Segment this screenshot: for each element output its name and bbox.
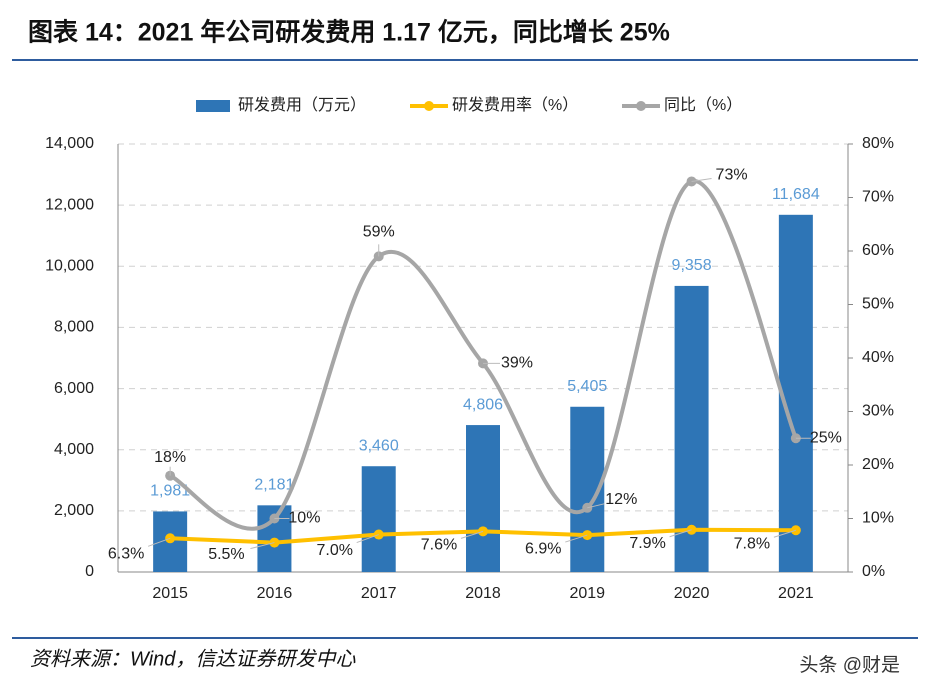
bar-value-label: 4,806 <box>463 396 503 413</box>
x-tick-label: 2019 <box>569 585 605 602</box>
y-tick-label: 10,000 <box>45 258 94 275</box>
line-value-label: 6.3% <box>108 546 144 563</box>
leader-line <box>773 529 797 538</box>
watermark: 头条 @财是 <box>799 654 900 676</box>
y-tick-label: 14,000 <box>45 135 94 152</box>
legend-label: 研发费用（万元） <box>238 96 366 114</box>
line-value-label: 7.6% <box>421 537 457 554</box>
x-tick-label: 2016 <box>257 585 293 602</box>
y2-tick-label: 10% <box>862 510 894 527</box>
y2-tick-label: 60% <box>862 242 894 259</box>
legend-marker <box>424 101 434 111</box>
line-value-label: 39% <box>501 355 533 372</box>
leader-line <box>669 529 692 538</box>
bar-value-label: 5,405 <box>567 378 607 395</box>
line-value-label: 12% <box>605 491 637 508</box>
y2-tick-label: 70% <box>862 189 894 206</box>
leader-line <box>356 534 379 544</box>
bar-value-label: 1,981 <box>150 483 190 500</box>
line-value-label: 18% <box>154 449 186 466</box>
legend-label: 同比（%） <box>664 96 742 114</box>
bar <box>778 214 813 573</box>
bar-value-label: 11,684 <box>772 186 820 203</box>
line-value-label: 59% <box>363 224 395 241</box>
bar-value-label: 9,358 <box>672 257 712 274</box>
y2-tick-label: 0% <box>862 563 885 580</box>
x-tick-label: 2015 <box>152 585 188 602</box>
leader-line <box>147 537 171 547</box>
line-value-label: 10% <box>288 510 320 527</box>
line-value-label: 7.0% <box>316 542 352 559</box>
chart-title: 图表 14：2021 年公司研发费用 1.17 亿元，同比增长 25% <box>28 18 670 47</box>
legend-label: 研发费用率（%） <box>452 96 578 114</box>
bar <box>674 285 709 572</box>
y-tick-label: 6,000 <box>54 380 94 397</box>
leader-line <box>565 534 588 543</box>
y-tick-label: 8,000 <box>54 319 94 336</box>
y2-tick-label: 50% <box>862 296 894 313</box>
line-value-label: 6.9% <box>525 540 561 557</box>
bar <box>361 466 396 572</box>
x-tick-label: 2017 <box>361 585 397 602</box>
y-tick-label: 12,000 <box>45 196 94 213</box>
bar-value-label: 3,460 <box>359 437 399 454</box>
leader-line <box>250 542 275 550</box>
leader-line <box>460 530 484 539</box>
leader-line <box>691 177 712 182</box>
legend-marker <box>636 101 646 111</box>
line-value-label: 73% <box>716 167 748 184</box>
leader-line <box>587 503 605 509</box>
y-tick-label: 0 <box>85 563 94 580</box>
bar <box>466 425 500 572</box>
y2-tick-label: 40% <box>862 349 894 366</box>
y2-tick-label: 20% <box>862 456 894 473</box>
line-value-label: 7.8% <box>734 535 770 552</box>
y2-tick-label: 30% <box>862 403 894 420</box>
source-note: 资料来源：Wind，信达证券研发中心 <box>30 648 356 670</box>
legend-swatch <box>196 100 230 112</box>
x-tick-label: 2020 <box>674 585 710 602</box>
y2-tick-label: 80% <box>862 135 894 152</box>
bar-value-label: 2,181 <box>254 477 294 494</box>
x-tick-label: 2018 <box>465 585 501 602</box>
x-tick-label: 2021 <box>778 585 814 602</box>
line-value-label: 7.9% <box>629 535 665 552</box>
line-value-label: 25% <box>810 429 842 446</box>
y-tick-label: 4,000 <box>54 441 94 458</box>
line-value-label: 5.5% <box>208 546 244 563</box>
y-tick-label: 2,000 <box>54 502 94 519</box>
